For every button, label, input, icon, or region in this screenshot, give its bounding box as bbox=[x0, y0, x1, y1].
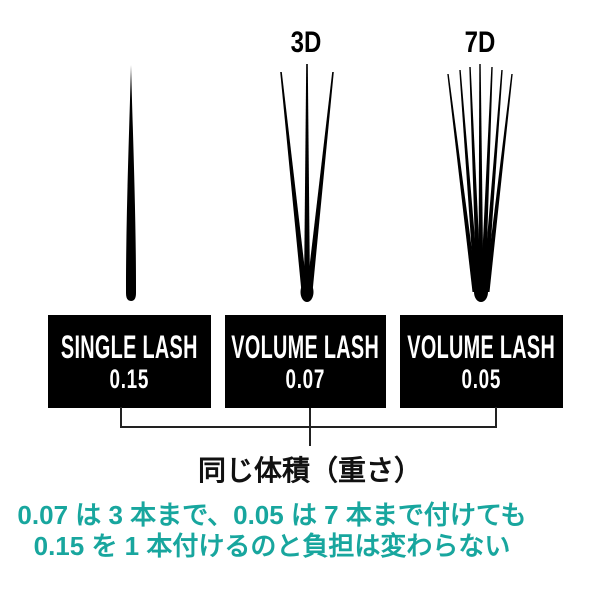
fan-label-7d: 7D bbox=[464, 26, 496, 59]
volume-lash-7d-box-title: VOLUME LASH bbox=[407, 328, 556, 365]
note-line-1: 0.07 は 3 本まで、0.05 は 7 本まで付けても bbox=[17, 500, 527, 530]
note-line-2: 0.15 を 1 本付けるのと負担は変わらない bbox=[33, 531, 511, 561]
note-text: 0.07 は 3 本まで、0.05 は 7 本まで付けても 0.15 を 1 本… bbox=[0, 500, 572, 562]
single-lash-icon bbox=[126, 65, 136, 301]
volume-lash-7d-box: VOLUME LASH 0.05 bbox=[400, 315, 563, 408]
bracket-right-line bbox=[495, 407, 497, 428]
volume-lash-3d-box-title: VOLUME LASH bbox=[231, 328, 380, 365]
volume-lash-3d-box-value: 0.07 bbox=[285, 363, 326, 394]
single-lash-box: SINGLE LASH 0.15 bbox=[48, 315, 211, 408]
single-lash-box-title: SINGLE LASH bbox=[61, 328, 198, 365]
volume-lash-3d-box: VOLUME LASH 0.07 bbox=[225, 315, 386, 408]
single-lash-box-value: 0.15 bbox=[109, 363, 150, 394]
bracket-horizontal-line bbox=[120, 426, 497, 428]
bracket-left-line bbox=[120, 407, 122, 428]
7d-volume-lash-icon bbox=[447, 64, 513, 302]
fan-label-3d: 3D bbox=[290, 26, 322, 59]
3d-volume-lash-icon bbox=[280, 64, 334, 302]
volume-lash-7d-box-value: 0.05 bbox=[461, 363, 502, 394]
equal-volume-caption: 同じ体積（重さ） bbox=[197, 455, 422, 486]
bracket-middle-stem bbox=[309, 408, 311, 446]
